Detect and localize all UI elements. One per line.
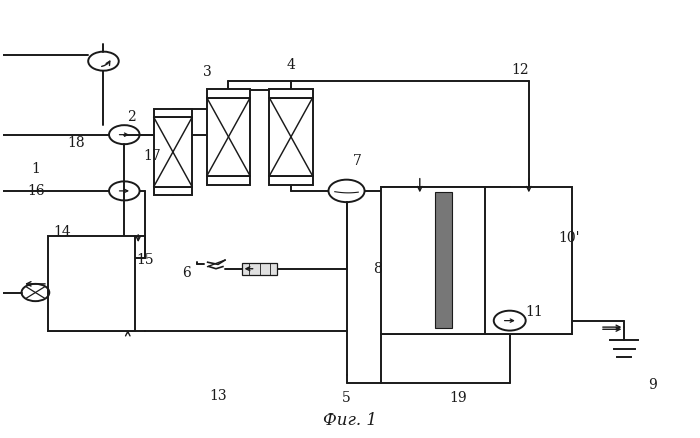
Text: 14: 14	[53, 225, 71, 239]
Text: 10': 10'	[558, 231, 580, 245]
Text: 8: 8	[373, 262, 382, 276]
Bar	[207, 88, 250, 98]
Bar	[154, 187, 192, 195]
Bar	[207, 98, 250, 176]
Text: 11: 11	[525, 305, 543, 319]
Bar	[270, 88, 312, 98]
Text: 18: 18	[67, 136, 85, 150]
Text: 3: 3	[203, 65, 212, 79]
Text: 16: 16	[27, 184, 45, 198]
Bar	[270, 176, 312, 185]
Text: 17: 17	[144, 149, 161, 163]
Text: 6: 6	[183, 266, 191, 280]
Bar	[154, 109, 192, 117]
Bar	[242, 263, 277, 275]
Bar	[270, 98, 312, 176]
Bar	[435, 192, 452, 328]
Bar	[485, 187, 572, 334]
Text: 12: 12	[511, 63, 529, 77]
Bar	[154, 117, 192, 187]
Bar	[382, 187, 510, 334]
Text: 7: 7	[353, 154, 361, 168]
Text: 5: 5	[342, 392, 351, 406]
Text: 15: 15	[136, 253, 154, 267]
Bar	[207, 176, 250, 185]
Text: 1: 1	[32, 162, 41, 176]
Text: 2: 2	[127, 110, 136, 124]
Text: 9: 9	[648, 378, 657, 392]
Bar	[48, 236, 134, 332]
Text: 13: 13	[209, 389, 227, 403]
Text: Фиг. 1: Фиг. 1	[323, 412, 377, 429]
Text: 19: 19	[449, 392, 466, 406]
Text: 4: 4	[286, 59, 295, 72]
